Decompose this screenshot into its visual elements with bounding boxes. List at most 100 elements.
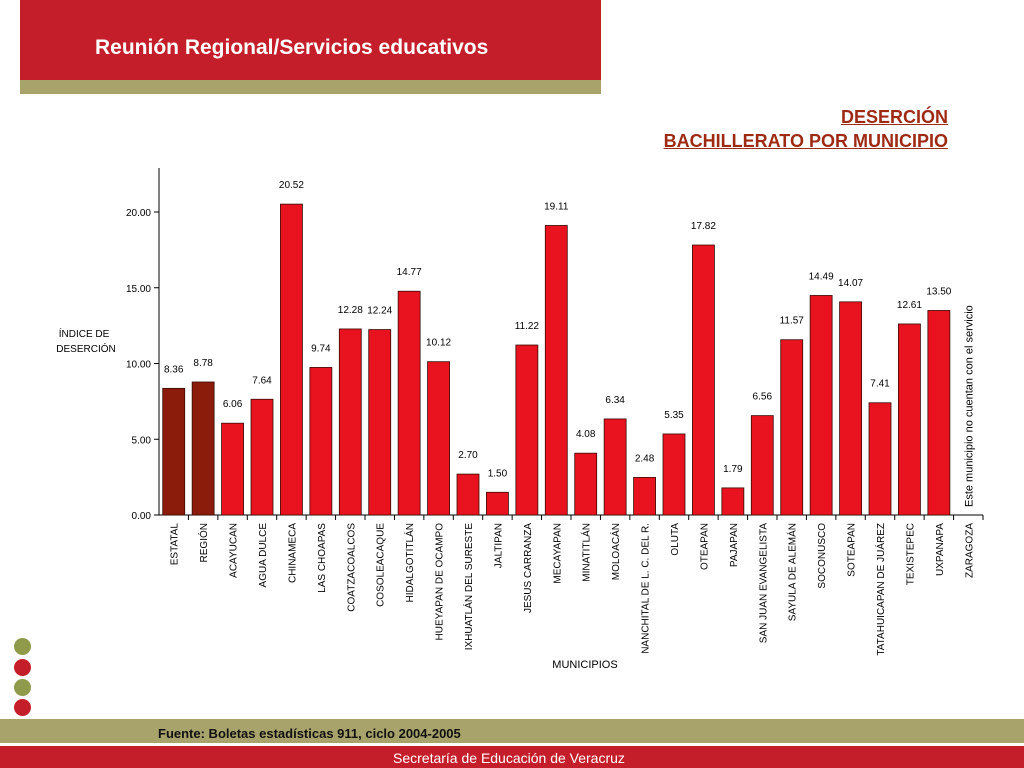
data-label: 8.36 (164, 364, 184, 375)
bar (662, 433, 686, 516)
category-label: IXHUATLÁN DEL SURESTE (462, 523, 475, 651)
data-label: 1.79 (723, 464, 743, 475)
data-label: 13.50 (926, 286, 951, 297)
data-label: 7.41 (870, 379, 890, 390)
source-note: Fuente: Boletas estadísticas 911, ciclo … (158, 726, 461, 741)
data-label: 19.11 (544, 201, 569, 212)
data-label: 14.49 (809, 271, 834, 282)
bar (191, 381, 215, 516)
bar (750, 415, 774, 516)
bar (427, 361, 450, 516)
chart-heading-line1: DESERCIÓN (840, 107, 948, 127)
data-label: 12.24 (367, 306, 392, 317)
data-label: 1.50 (488, 468, 508, 479)
y-tick-label: 20.00 (126, 208, 151, 219)
category-label: OTEAPAN (699, 523, 710, 570)
category-label: REGIÓN (197, 523, 210, 562)
chart-heading-line2: BACHILLERATO POR MUNICIPIO (663, 131, 948, 151)
category-label: MINATITLÁN (580, 523, 593, 582)
category-label: COSOLEACAQUE (376, 523, 387, 607)
data-label: 14.77 (397, 267, 422, 278)
category-label: MECAYAPAN (552, 523, 563, 584)
data-label: 5.35 (664, 410, 684, 421)
category-label: TEXISTEPEC (905, 523, 916, 585)
category-label: PAJAPAN (729, 523, 740, 567)
y-tick-label: 10.00 (126, 360, 151, 371)
y-axis-title-line2: DESERCIÓN (56, 342, 115, 355)
footer-olive-band (0, 719, 1024, 743)
no-service-annotation: Este municipio no cuentan con el servici… (963, 305, 975, 507)
bar (162, 387, 186, 516)
data-label: 11.57 (780, 316, 805, 327)
decor-dot-2 (14, 659, 31, 676)
bar (309, 367, 333, 516)
data-label: 2.48 (635, 453, 655, 464)
footer-red-band (0, 746, 1024, 768)
category-label: COATZACOALCOS (346, 523, 357, 612)
bar (280, 203, 303, 516)
data-label: 17.82 (691, 221, 716, 232)
category-label: MOLOACÁN (609, 523, 622, 580)
category-label: JALTIPAN (493, 523, 504, 568)
category-label: SAN JUAN EVANGELISTA (758, 523, 769, 644)
data-label: 6.34 (605, 395, 625, 406)
bar (338, 328, 362, 516)
category-label: JESUS CARRANZA (523, 523, 534, 613)
category-label: AGUA DULCE (258, 523, 269, 588)
data-label: 4.08 (576, 429, 596, 440)
bar (486, 491, 509, 516)
category-label: NANCHITAL DE L. C. DEL R. (641, 523, 652, 654)
bar (397, 290, 421, 516)
category-label: ESTATAL (170, 523, 181, 566)
data-label: 11.22 (515, 321, 540, 332)
category-label: OLUTA (670, 523, 681, 556)
bar (544, 225, 568, 516)
bar (221, 422, 244, 516)
x-axis-title: MUNICIPIOS (552, 659, 617, 671)
category-label: ZARAGOZA (964, 523, 975, 578)
decor-dot-4 (14, 699, 31, 716)
bar-chart: 0.00 5.00 10.00 15.00 20.00 ÍNDICE DE DESERCIÓ… (56, 168, 984, 671)
category-label: SOCONUSCO (817, 523, 828, 589)
footer-secretaria: Secretaría de Educación de Veracruz (393, 750, 625, 766)
header-band (20, 0, 601, 80)
category-label: CHINAMECA (287, 523, 298, 583)
decor-dot-1 (14, 638, 31, 655)
y-tick-label: 5.00 (132, 435, 152, 446)
bar (927, 310, 951, 516)
data-label: 20.52 (279, 180, 304, 191)
category-label: ACAYUCAN (229, 523, 240, 578)
y-axis-title: ÍNDICE DE (59, 327, 110, 340)
bar (839, 301, 862, 516)
bar (868, 402, 892, 516)
bar (809, 295, 833, 516)
category-label: LAS CHOAPAS (317, 523, 328, 593)
bar (574, 452, 598, 516)
category-label: SAYULA DE ALEMÁN (786, 523, 799, 621)
y-tick-label: 0.00 (132, 511, 152, 522)
data-label: 7.64 (252, 375, 272, 386)
data-label: 9.74 (311, 343, 331, 354)
bar (692, 244, 715, 516)
data-label: 6.06 (223, 399, 243, 410)
data-label: 12.28 (338, 305, 363, 316)
data-label: 8.78 (193, 358, 213, 369)
category-label: SOTEAPAN (847, 523, 858, 577)
data-label: 2.70 (458, 450, 478, 461)
category-label: TATAHUICAPAN DE JUÁREZ (874, 523, 887, 656)
page-title: Reunión Regional/Servicios educativos (95, 36, 489, 59)
header-olive-stripe (20, 80, 601, 94)
bar (898, 323, 921, 516)
category-label: UXPANAPA (935, 523, 946, 576)
category-label: HUEYAPAN DE OCAMPO (435, 523, 446, 641)
data-label: 10.12 (426, 338, 451, 349)
data-label: 6.56 (753, 392, 773, 403)
bar (780, 339, 804, 516)
bar (456, 473, 480, 516)
bar (633, 477, 656, 516)
decor-dot-3 (14, 679, 31, 696)
y-tick-label: 15.00 (126, 284, 151, 295)
bar (721, 487, 745, 516)
bar (250, 398, 274, 516)
bar (515, 344, 539, 516)
